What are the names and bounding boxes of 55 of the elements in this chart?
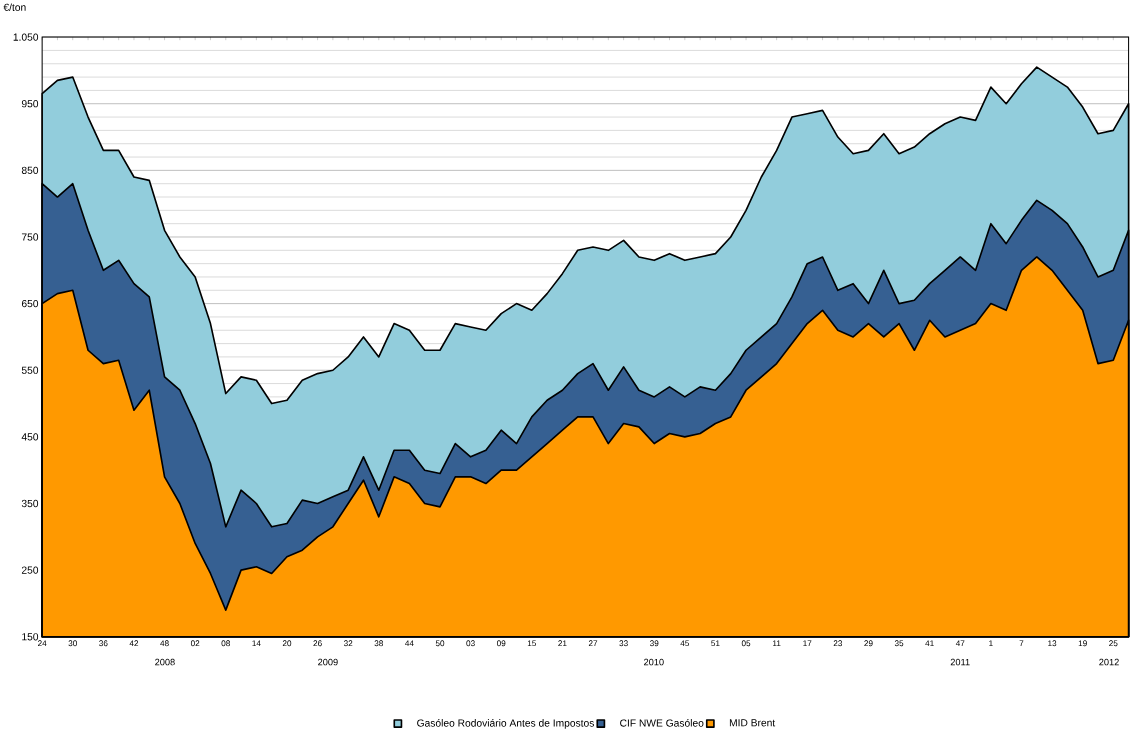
y-tick-label: 150 <box>22 633 39 641</box>
x-tick-label: 47 <box>955 640 965 646</box>
x-tick-label: 39 <box>649 640 659 647</box>
x-tick-label: 36 <box>99 640 108 647</box>
x-tick-label: 32 <box>343 640 353 647</box>
x-tick-label: 27 <box>588 640 598 647</box>
x-tick-label: 1 <box>989 640 993 646</box>
x-tick-label: 30 <box>68 640 77 647</box>
x-tick-label: 21 <box>558 640 567 647</box>
x-tick-label: 03 <box>466 640 475 647</box>
x-tick-label: 38 <box>374 640 383 647</box>
text: 2008 <box>155 658 175 666</box>
x-tick-label: 50 <box>435 640 445 647</box>
x-tick-label: 14 <box>252 640 261 646</box>
x-tick-label: 51 <box>711 640 720 647</box>
text: 2011 <box>950 658 970 666</box>
x-tick-label: 44 <box>405 640 414 646</box>
text: 2012 <box>1099 658 1119 666</box>
y-tick-label: 450 <box>21 433 39 441</box>
x-tick-label: 02 <box>190 640 200 647</box>
x-tick-label: 05 <box>741 640 751 647</box>
x-tick-label: 17 <box>803 640 812 646</box>
x-tick-label: 41 <box>925 640 934 646</box>
text: 2009 <box>318 658 338 666</box>
x-tick-label: 29 <box>864 640 873 647</box>
x-tick-label: 20 <box>282 640 292 647</box>
y-tick-label: 850 <box>21 166 39 174</box>
y-tick-label: 1.050 <box>13 33 39 41</box>
x-tick-label: 11 <box>773 640 781 646</box>
x-tick-label: 24 <box>38 640 47 647</box>
x-tick-label: 13 <box>1048 640 1057 647</box>
x-tick-label: 35 <box>894 640 904 647</box>
y-axis-title: €/ton <box>3 3 26 11</box>
y-tick-label: 750 <box>21 233 39 241</box>
legend-label: MID Brent <box>729 719 776 727</box>
x-tick-label: 48 <box>160 640 169 647</box>
x-tick-label: 7 <box>1019 640 1024 646</box>
x-tick-label: 19 <box>1078 640 1087 647</box>
legend-label: CIF NWE Gasóleo <box>620 718 704 727</box>
x-tick-label: 15 <box>527 640 537 647</box>
x-tick-label: 42 <box>129 640 139 647</box>
x-tick-label: 25 <box>1109 640 1118 647</box>
y-tick-label: 250 <box>21 566 39 574</box>
y-tick-label: 350 <box>21 499 39 508</box>
x-tick-label: 09 <box>496 640 506 647</box>
y-tick-label: 650 <box>21 299 39 308</box>
legend-label: Gasóleo Rodoviário Antes de Impostos <box>417 718 594 729</box>
x-tick-label: 26 <box>313 640 322 647</box>
y-tick-label: 550 <box>21 366 39 374</box>
text: 2010 <box>644 658 664 666</box>
x-tick-label: 33 <box>619 640 628 647</box>
y-tick-label: 950 <box>21 100 39 108</box>
x-tick-label: 08 <box>221 640 230 647</box>
x-tick-label: 45 <box>680 640 690 647</box>
x-tick-label: 23 <box>833 640 843 647</box>
